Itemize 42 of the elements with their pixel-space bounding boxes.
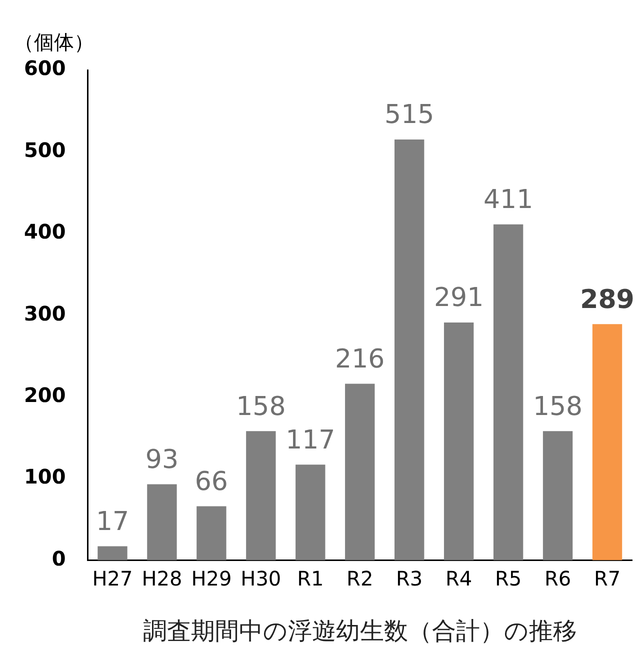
y-tick-label: 300: [24, 301, 66, 326]
y-tick-label: 0: [52, 546, 66, 570]
y-tick-label: 600: [24, 56, 66, 80]
x-tick-label: R2: [346, 566, 374, 590]
bar: [196, 506, 226, 560]
x-tick-label: H29: [191, 566, 232, 590]
bar: [444, 322, 474, 560]
bar: [246, 431, 276, 560]
x-tick-label: H28: [142, 566, 182, 590]
data-label: 158: [532, 392, 583, 422]
bar: [345, 384, 375, 560]
bar: [98, 546, 128, 560]
bar: [542, 431, 573, 560]
bar: [493, 224, 524, 560]
bar: [394, 139, 424, 560]
x-tick-label: R5: [494, 566, 522, 590]
bar: [592, 324, 622, 560]
data-label: 17: [96, 507, 130, 538]
data-label: 66: [194, 467, 228, 498]
bar: [147, 484, 177, 560]
x-tick-label: R1: [297, 566, 324, 590]
data-label: 411: [483, 185, 534, 216]
x-axis-title: 調査期間中の浮遊幼生数（合計）の推移: [142, 616, 577, 645]
y-tick-label: 400: [24, 220, 66, 244]
x-tick-label: H30: [240, 566, 282, 590]
data-label: 291: [434, 283, 484, 314]
y-tick-label: 100: [24, 464, 66, 489]
data-label: 117: [286, 425, 336, 456]
y-tick-label: 500: [24, 138, 66, 162]
data-label: 289: [580, 284, 634, 315]
x-tick-label: H27: [92, 566, 133, 590]
data-label: 216: [335, 344, 385, 374]
data-label: 158: [236, 392, 286, 422]
x-tick-label: R4: [446, 566, 472, 590]
x-tick-label: R3: [396, 566, 423, 590]
bar: [296, 464, 326, 560]
x-tick-label: R7: [594, 566, 621, 590]
y-tick-label: 200: [24, 383, 66, 408]
x-tick-label: R6: [544, 566, 572, 590]
data-label: 515: [384, 100, 434, 130]
data-label: 93: [145, 444, 179, 475]
y-axis-title: （個体）: [14, 30, 94, 54]
